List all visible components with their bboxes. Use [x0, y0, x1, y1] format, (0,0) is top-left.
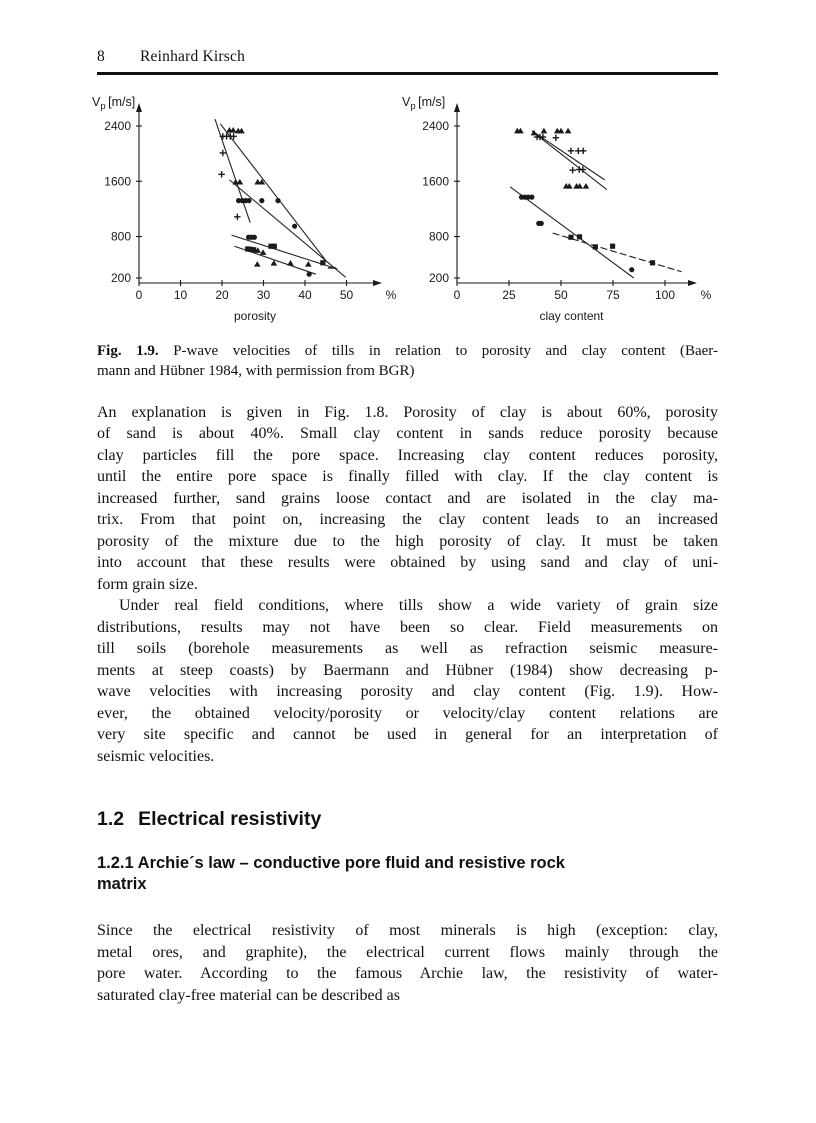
svg-text:2400: 2400 [104, 119, 131, 133]
svg-text:800: 800 [111, 229, 131, 243]
x-unit-label: % [701, 288, 712, 302]
y-axis-title: Vp [m/s] [402, 95, 445, 112]
text-line: porosity of the mixture due to the high … [97, 532, 718, 550]
text-line: clay particles fill the pore space. Incr… [97, 446, 718, 464]
series-circle-markers [518, 194, 635, 272]
y-axis-arrow-icon [454, 102, 460, 112]
section-number: 1.2 [97, 808, 125, 831]
axes [136, 102, 382, 286]
svg-text:200: 200 [111, 271, 131, 285]
caption-label: Fig. 1.9. [97, 342, 159, 359]
figure-1-9: 0 10 20 30 40 50% 200 800 1600 2400 porosity Vp [m/… [92, 92, 718, 334]
text-line: wave velocities with increasing porosity… [97, 683, 718, 701]
axes [454, 102, 697, 286]
subsection-heading: 1.2.1 Archie´s law – conductive pore flu… [97, 853, 718, 894]
svg-text:0: 0 [454, 288, 461, 302]
svg-text:200: 200 [429, 271, 449, 285]
svg-text:75: 75 [606, 288, 620, 302]
svg-text:0: 0 [136, 288, 143, 302]
svg-text:20: 20 [215, 288, 229, 302]
clay-content-chart: 0 25 50 75 100% 200 800 1600 2400 clay content Vp … [396, 92, 718, 334]
svg-text:40: 40 [298, 288, 312, 302]
x-axis-title: clay content [539, 309, 604, 323]
page-content: 8 Reinhard Kirsch 0 10 20 30 40 50% 200 800 1600… [92, 48, 718, 1006]
x-unit-label: % [386, 288, 397, 302]
figure-caption: Fig. 1.9. P-wave velocities of tills in … [97, 341, 718, 381]
text-line: form grain size. [97, 575, 198, 593]
text-line: ments at steep coasts) by Baermann and H… [97, 661, 718, 679]
text-line: Since the electrical resistivity of most… [97, 922, 718, 940]
text-line: increased further, sand grains loose con… [97, 489, 718, 507]
section-heading: 1.2 Electrical resistivity [97, 808, 718, 831]
text-line: trix. From that point on, increasing the… [97, 511, 718, 529]
running-header: 8 Reinhard Kirsch [97, 48, 718, 66]
svg-text:10: 10 [174, 288, 188, 302]
svg-text:50: 50 [340, 288, 354, 302]
paragraph-archie: Since the electrical resistivity of most… [97, 920, 718, 1006]
series-square-markers [568, 233, 656, 265]
text-line: into account that these results were obt… [97, 554, 718, 572]
y-axis-arrow-icon [136, 102, 142, 112]
text-line: distributions, results may not have been… [97, 618, 718, 636]
text-line: till soils (borehole measurements as wel… [97, 640, 718, 658]
series-triangle-markers [514, 127, 590, 189]
trend-lines [509, 129, 682, 279]
text-line: of sand is about 40%. Small clay content… [97, 425, 718, 443]
text-line: saturated clay-free material can be desc… [97, 986, 400, 1004]
section-title: Electrical resistivity [138, 808, 322, 831]
trend-lines [214, 118, 347, 278]
svg-text:1600: 1600 [422, 174, 449, 188]
svg-text:1600: 1600 [104, 174, 131, 188]
porosity-chart: 0 10 20 30 40 50% 200 800 1600 2400 porosity Vp [m/… [86, 92, 408, 334]
svg-text:50: 50 [554, 288, 568, 302]
svg-text:25: 25 [502, 288, 516, 302]
x-axis-title: porosity [234, 309, 276, 323]
text-line: matrix [97, 874, 147, 893]
svg-text:100: 100 [655, 288, 675, 302]
paragraph-field-conditions: Under real field conditions, where tills… [97, 595, 718, 767]
paragraph-explanation: An explanation is given in Fig. 1.8. Por… [97, 402, 718, 596]
series-plus-markers [218, 132, 241, 220]
axis-labels: 0 25 50 75 100 % 200 800 1600 2400 clay content Vp … [402, 95, 712, 323]
y-axis-title: Vp [m/s] [92, 95, 135, 112]
x-axis-arrow-icon [373, 279, 382, 286]
running-author: Reinhard Kirsch [140, 48, 246, 65]
text-line: seismic velocities. [97, 747, 215, 765]
caption-line-1: Fig. 1.9. P-wave velocities of tills in … [97, 341, 718, 361]
svg-text:800: 800 [429, 229, 449, 243]
axis-labels: 0 10 20 30 40 50 % 200 800 1600 2400 porosity Vp [m/… [92, 95, 397, 323]
text-line: very site specific and cannot be used in… [97, 726, 718, 744]
text-line: An explanation is given in Fig. 1.8. Por… [97, 403, 718, 421]
text-line: metal ores, and graphite), the electrica… [97, 943, 718, 961]
text-line: pore water. According to the famous Arch… [97, 965, 718, 983]
series-square-markers [245, 243, 326, 265]
text-line: Under real field conditions, where tills… [119, 597, 718, 615]
caption-line-2: mann and Hübner 1984, with permission fr… [97, 362, 415, 379]
text-line: ever, the obtained velocity/porosity or … [97, 704, 718, 722]
porosity-chart-svg: 0 10 20 30 40 50 % 200 800 1600 2400 porosity Vp [m/… [92, 95, 397, 323]
text-line: 1.2.1 Archie´s law – conductive pore flu… [97, 854, 565, 873]
text-line: until the entire pore space is finally f… [97, 468, 718, 486]
series-circle-markers [236, 197, 312, 277]
clay-content-chart-svg: 0 25 50 75 100 % 200 800 1600 2400 clay content Vp … [402, 95, 712, 323]
caption-text: P-wave velocities of tills in relation t… [158, 342, 718, 359]
svg-text:30: 30 [257, 288, 271, 302]
header-rule [97, 72, 718, 75]
page-number: 8 [97, 48, 105, 65]
series-triangle-markers [226, 126, 312, 267]
series-plus-markers [533, 133, 587, 173]
x-axis-arrow-icon [688, 279, 697, 286]
svg-text:2400: 2400 [422, 119, 449, 133]
